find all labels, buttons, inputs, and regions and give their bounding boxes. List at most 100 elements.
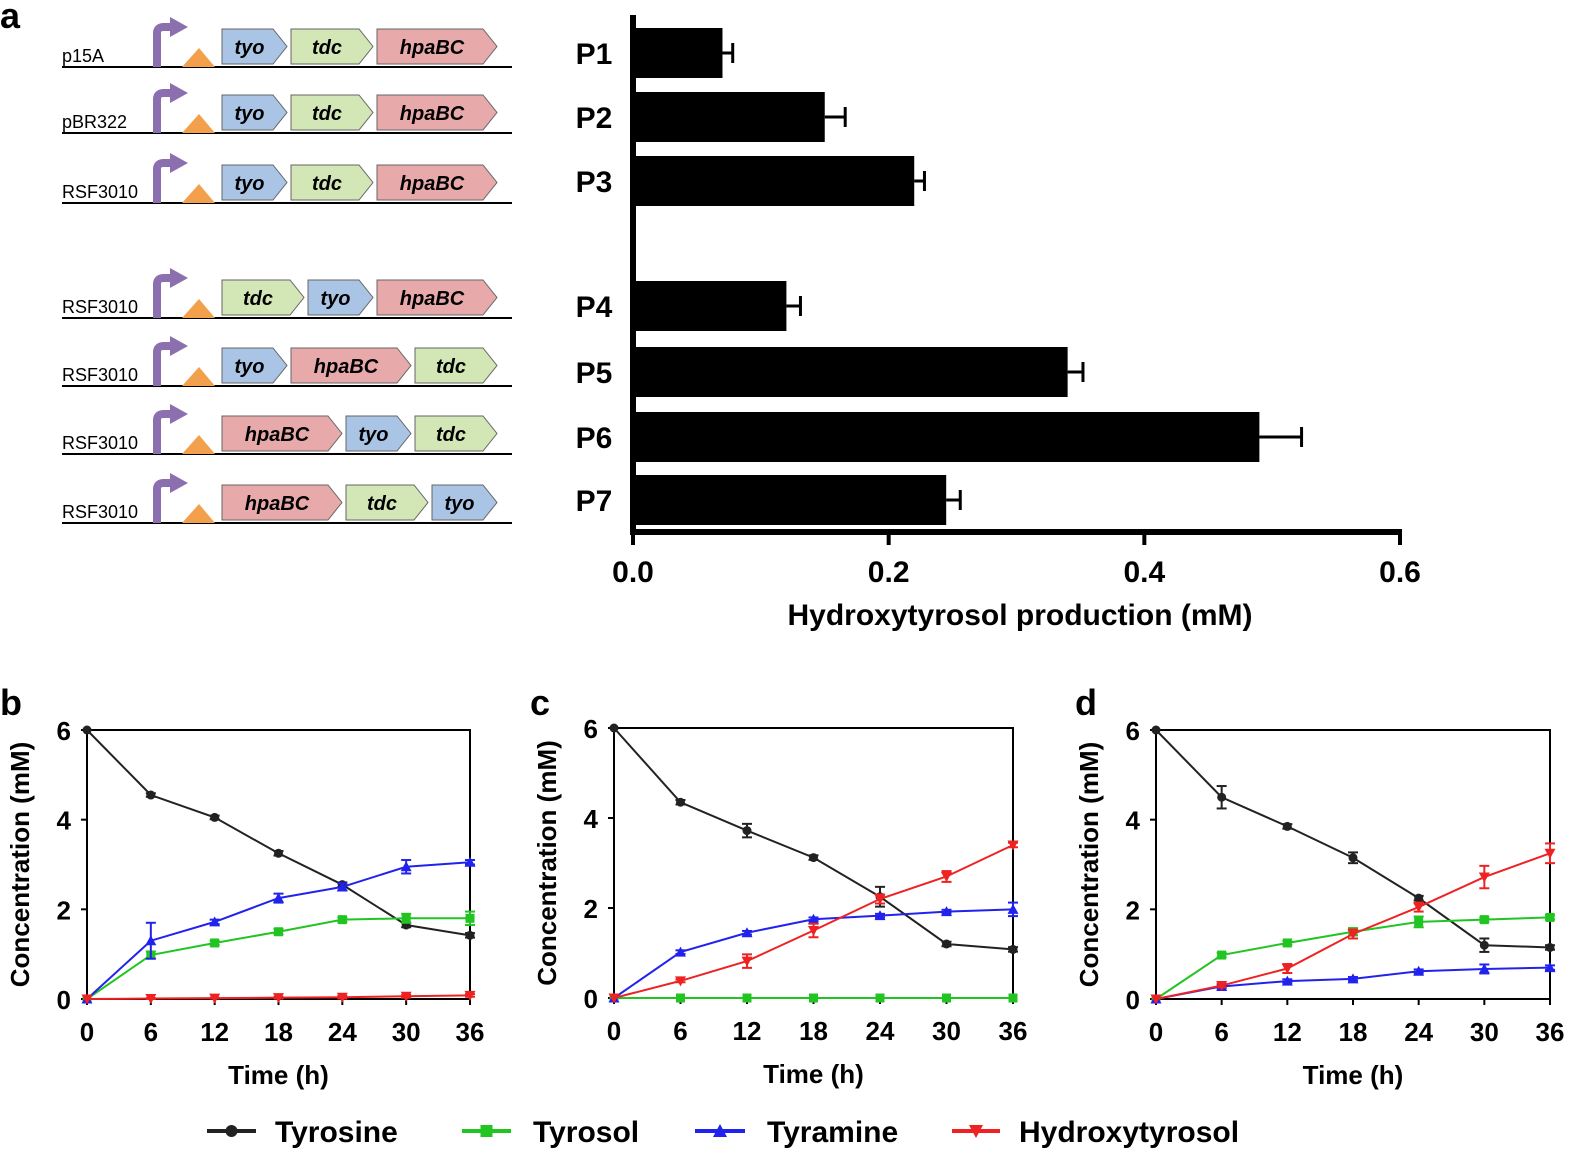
series-line bbox=[86, 729, 471, 937]
gene-label-hpaBC: hpaBC bbox=[400, 173, 465, 195]
marker-triangle-down bbox=[1216, 981, 1228, 992]
gene-label-tdc: tdc bbox=[312, 173, 342, 195]
promoter-arrowhead-icon bbox=[170, 473, 188, 493]
legend: Tyrosine Tyrosol Tyramine Hydroxytyrosol bbox=[207, 1116, 1239, 1149]
gene-tyo bbox=[221, 28, 288, 65]
gene-hpaBC bbox=[376, 279, 498, 316]
gene-hpaBC bbox=[221, 415, 343, 452]
gene-tdc bbox=[414, 415, 498, 452]
construct-row: RSF3010 hpaBC tyo tdc bbox=[62, 404, 512, 455]
marker-triangle-down bbox=[741, 956, 753, 967]
marker-triangle-down bbox=[941, 872, 952, 882]
x-tick-label: 30 bbox=[392, 1017, 421, 1047]
y-axis-title: Concentration (mM) bbox=[5, 742, 35, 988]
marker-triangle-down bbox=[145, 994, 157, 1005]
gene-label-tyo: tyo bbox=[235, 356, 265, 378]
marker-square bbox=[1545, 912, 1555, 922]
construct-backbone-label: RSF3010 bbox=[62, 502, 138, 522]
marker-triangle-up bbox=[1544, 962, 1556, 973]
marker-triangle-down bbox=[1544, 848, 1556, 859]
series-tyrosol bbox=[82, 910, 475, 1004]
y-tick-label: 2 bbox=[584, 894, 598, 924]
legend-item-tyrosol: Tyrosol bbox=[462, 1116, 639, 1149]
marker-circle bbox=[1479, 940, 1489, 950]
construct-row: p15A tyo tdc hpaBC bbox=[62, 17, 512, 68]
gene-hpaBC bbox=[221, 484, 343, 521]
rbs-triangle-icon bbox=[182, 184, 215, 203]
promoter-arrow-icon bbox=[153, 23, 172, 67]
y-tick-label: 6 bbox=[1126, 716, 1140, 746]
bar-chart-panel-a: P1 P2 P3 P4 P5 P6 P7 0.0 0.2 0.4 0.6 Hydroxytyrosol… bbox=[576, 15, 1421, 632]
gene-tdc bbox=[290, 28, 374, 65]
panel-label-a: a bbox=[0, 0, 21, 36]
marker-triangle-up bbox=[145, 935, 157, 946]
marker-triangle-up bbox=[874, 910, 886, 921]
construct-backbone-label: p15A bbox=[62, 46, 104, 66]
gene-tdc bbox=[345, 484, 429, 521]
panel-label-d: d bbox=[1075, 682, 1097, 723]
bar-category-label-P2: P2 bbox=[576, 102, 613, 135]
gene-label-hpaBC: hpaBC bbox=[245, 424, 310, 446]
series-tyrosine bbox=[82, 725, 475, 940]
gene-label-tyo: tyo bbox=[321, 288, 351, 310]
gene-tdc bbox=[290, 164, 374, 201]
marker-circle bbox=[676, 797, 685, 807]
bar-category-label-P5: P5 bbox=[576, 357, 613, 390]
bar-x-tick-label: 0.0 bbox=[612, 556, 654, 589]
construct-row: RSF3010 tdc tyo hpaBC bbox=[62, 268, 512, 319]
construct-row: RSF3010 tyo hpaBC tdc bbox=[62, 336, 512, 387]
series-tyrosol bbox=[1151, 912, 1555, 1004]
marker-square bbox=[875, 993, 885, 1003]
marker-triangle-down bbox=[1347, 929, 1359, 940]
construct-diagram-list: p15A tyo tdc hpaBC pBR322 tyo tdc hpaBC RSF3010 t… bbox=[62, 17, 512, 524]
gene-label-tyo: tyo bbox=[235, 37, 265, 59]
x-tick-label: 6 bbox=[673, 1016, 687, 1046]
marker-circle bbox=[1151, 725, 1161, 735]
bar-P5 bbox=[633, 347, 1068, 397]
x-tick-label: 30 bbox=[1470, 1017, 1499, 1047]
x-tick-label: 18 bbox=[1339, 1017, 1368, 1047]
marker-triangle-up bbox=[741, 927, 753, 938]
promoter-arrowhead-icon bbox=[170, 404, 188, 424]
promoter-arrow-icon bbox=[153, 410, 172, 454]
legend-label: Tyrosol bbox=[533, 1116, 639, 1149]
marker-square bbox=[942, 993, 951, 1003]
marker-triangle-up bbox=[1281, 975, 1293, 986]
marker-circle bbox=[1414, 893, 1424, 903]
rbs-triangle-icon bbox=[182, 435, 215, 454]
legend-item-hydroxytyrosol: Hydroxytyrosol bbox=[952, 1116, 1239, 1149]
x-tick-label: 6 bbox=[144, 1017, 158, 1047]
legend-label: Hydroxytyrosol bbox=[1019, 1116, 1239, 1149]
construct-row: RSF3010 hpaBC tdc tyo bbox=[62, 473, 512, 524]
marker-circle bbox=[1545, 942, 1555, 952]
marker-square bbox=[742, 993, 752, 1003]
marker-square bbox=[337, 915, 347, 925]
bar-x-tick-label: 0.4 bbox=[1123, 556, 1165, 589]
marker-triangle-down bbox=[81, 994, 93, 1005]
x-tick-label: 12 bbox=[200, 1017, 229, 1047]
marker-square bbox=[401, 913, 411, 923]
x-tick-label: 0 bbox=[1149, 1017, 1163, 1047]
gene-tyo bbox=[345, 415, 412, 452]
x-tick-label: 36 bbox=[1536, 1017, 1565, 1047]
y-tick-label: 2 bbox=[1126, 895, 1140, 925]
construct-row: pBR322 tyo tdc hpaBC bbox=[62, 83, 512, 134]
gene-hpaBC bbox=[290, 347, 412, 384]
marker-circle bbox=[1008, 944, 1018, 954]
y-tick-label: 4 bbox=[1126, 806, 1141, 836]
marker-triangle-down bbox=[969, 1125, 983, 1138]
y-tick-label: 2 bbox=[57, 895, 71, 925]
legend-label: Tyramine bbox=[767, 1116, 898, 1149]
marker-square bbox=[210, 938, 220, 948]
marker-circle bbox=[942, 939, 951, 949]
marker-triangle-down bbox=[400, 991, 412, 1002]
gene-label-hpaBC: hpaBC bbox=[245, 493, 310, 515]
x-tick-label: 24 bbox=[1404, 1017, 1433, 1047]
marker-circle bbox=[1282, 821, 1292, 831]
y-tick-label: 0 bbox=[584, 984, 598, 1014]
series-tyramine bbox=[81, 856, 476, 1004]
marker-triangle-up bbox=[1478, 963, 1490, 974]
marker-triangle-up bbox=[209, 916, 221, 927]
gene-label-hpaBC: hpaBC bbox=[314, 356, 379, 378]
